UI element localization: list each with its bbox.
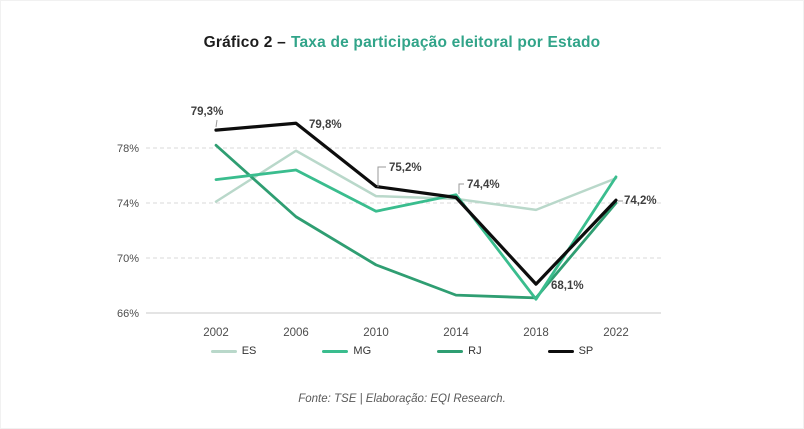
chart-title-main: Taxa de participação eleitoral por Estad… bbox=[290, 34, 601, 51]
y-tick-label: 74% bbox=[117, 198, 139, 210]
legend-swatch-RJ bbox=[437, 349, 464, 353]
series-line-MG bbox=[214, 168, 618, 301]
series-line-RJ bbox=[214, 143, 618, 300]
y-tick-label: 70% bbox=[117, 253, 139, 265]
data-label-sp-2006: 79,8% bbox=[309, 119, 342, 131]
chart-source-note: Fonte: TSE | Elaboração: EQI Research. bbox=[298, 393, 506, 405]
chart-legend: ES MG RJ SP bbox=[1, 345, 803, 357]
chart-title: Gráfico 2 – Taxa de participação eleitora… bbox=[1, 34, 803, 52]
legend-label-SP: SP bbox=[578, 345, 594, 357]
x-tick-label: 2014 bbox=[443, 327, 469, 339]
x-tick-label: 2002 bbox=[203, 327, 229, 339]
x-tick-label: 2010 bbox=[363, 327, 389, 339]
y-tick-label: 66% bbox=[117, 308, 139, 320]
label-connector bbox=[458, 183, 464, 194]
data-label-sp-2010: 75,2% bbox=[389, 162, 422, 174]
legend-swatch-MG bbox=[322, 349, 349, 353]
chart-title-prefix: Gráfico 2 – bbox=[203, 34, 286, 51]
legend-item-ES: ES bbox=[210, 345, 257, 357]
data-label-sp-2002: 79,3% bbox=[191, 106, 224, 118]
y-tick-label: 78% bbox=[117, 143, 139, 155]
label-connector bbox=[215, 119, 218, 128]
label-connector bbox=[377, 166, 386, 187]
x-tick-label: 2022 bbox=[603, 327, 629, 339]
legend-swatch-ES bbox=[210, 349, 237, 353]
data-label-sp-2014: 74,4% bbox=[467, 179, 500, 191]
series-line-ES bbox=[214, 149, 618, 212]
legend-item-MG: MG bbox=[322, 345, 371, 357]
legend-item-RJ: RJ bbox=[437, 345, 482, 357]
data-label-sp-2022: 74,2% bbox=[624, 195, 657, 207]
x-tick-label: 2006 bbox=[283, 327, 309, 339]
legend-item-SP: SP bbox=[547, 345, 594, 357]
legend-label-MG: MG bbox=[353, 345, 372, 357]
legend-swatch-SP bbox=[547, 349, 574, 353]
series-line-SP bbox=[214, 121, 618, 286]
legend-label-RJ: RJ bbox=[468, 345, 482, 357]
data-label-sp-2018: 68,1% bbox=[551, 280, 584, 292]
legend-label-ES: ES bbox=[241, 345, 257, 357]
x-tick-label: 2018 bbox=[523, 327, 549, 339]
